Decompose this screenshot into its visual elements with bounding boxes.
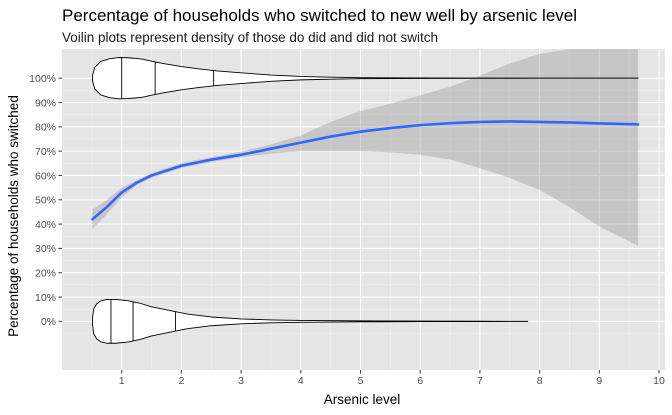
x-tick-label: 4 bbox=[298, 375, 304, 387]
x-tick-label: 9 bbox=[596, 375, 602, 387]
y-tick-label: 10% bbox=[35, 292, 56, 304]
y-tick-label: 90% bbox=[35, 97, 56, 109]
x-tick-label: 8 bbox=[537, 375, 543, 387]
y-tick-label: 30% bbox=[35, 243, 56, 255]
x-tick-label: 2 bbox=[178, 375, 184, 387]
x-axis-title: Arsenic level bbox=[324, 392, 401, 407]
x-tick-label: 3 bbox=[238, 375, 244, 387]
x-tick-label: 7 bbox=[477, 375, 483, 387]
chart-title: Percentage of households who switched to… bbox=[62, 6, 577, 25]
y-tick-label: 80% bbox=[35, 122, 56, 134]
y-tick-label: 40% bbox=[35, 219, 56, 231]
y-tick-label: 60% bbox=[35, 170, 56, 182]
violin-group-0 bbox=[92, 299, 529, 344]
confidence-band bbox=[92, 49, 639, 246]
plot-area: 1 2 3 4 5 6 7 8 9 100%10%20%30%40%50%60%70%80%90%… bbox=[29, 49, 665, 387]
chart-subtitle: Voilin plots represent density of those … bbox=[62, 30, 438, 45]
y-tick-label: 100% bbox=[29, 73, 56, 85]
violin-group-1 bbox=[92, 57, 639, 100]
x-tick-label: 5 bbox=[358, 375, 364, 387]
y-axis-title: Percentage of households who switched bbox=[6, 95, 21, 337]
x-tick-label: 10 bbox=[653, 375, 665, 387]
y-tick-label: 50% bbox=[35, 195, 56, 207]
y-tick-label: 70% bbox=[35, 146, 56, 158]
smooth-line bbox=[91, 120, 640, 221]
x-tick-label: 6 bbox=[417, 375, 423, 387]
y-tick-label: 0% bbox=[41, 316, 56, 328]
x-tick-label: 1 bbox=[119, 375, 125, 387]
y-tick-label: 20% bbox=[35, 268, 56, 280]
